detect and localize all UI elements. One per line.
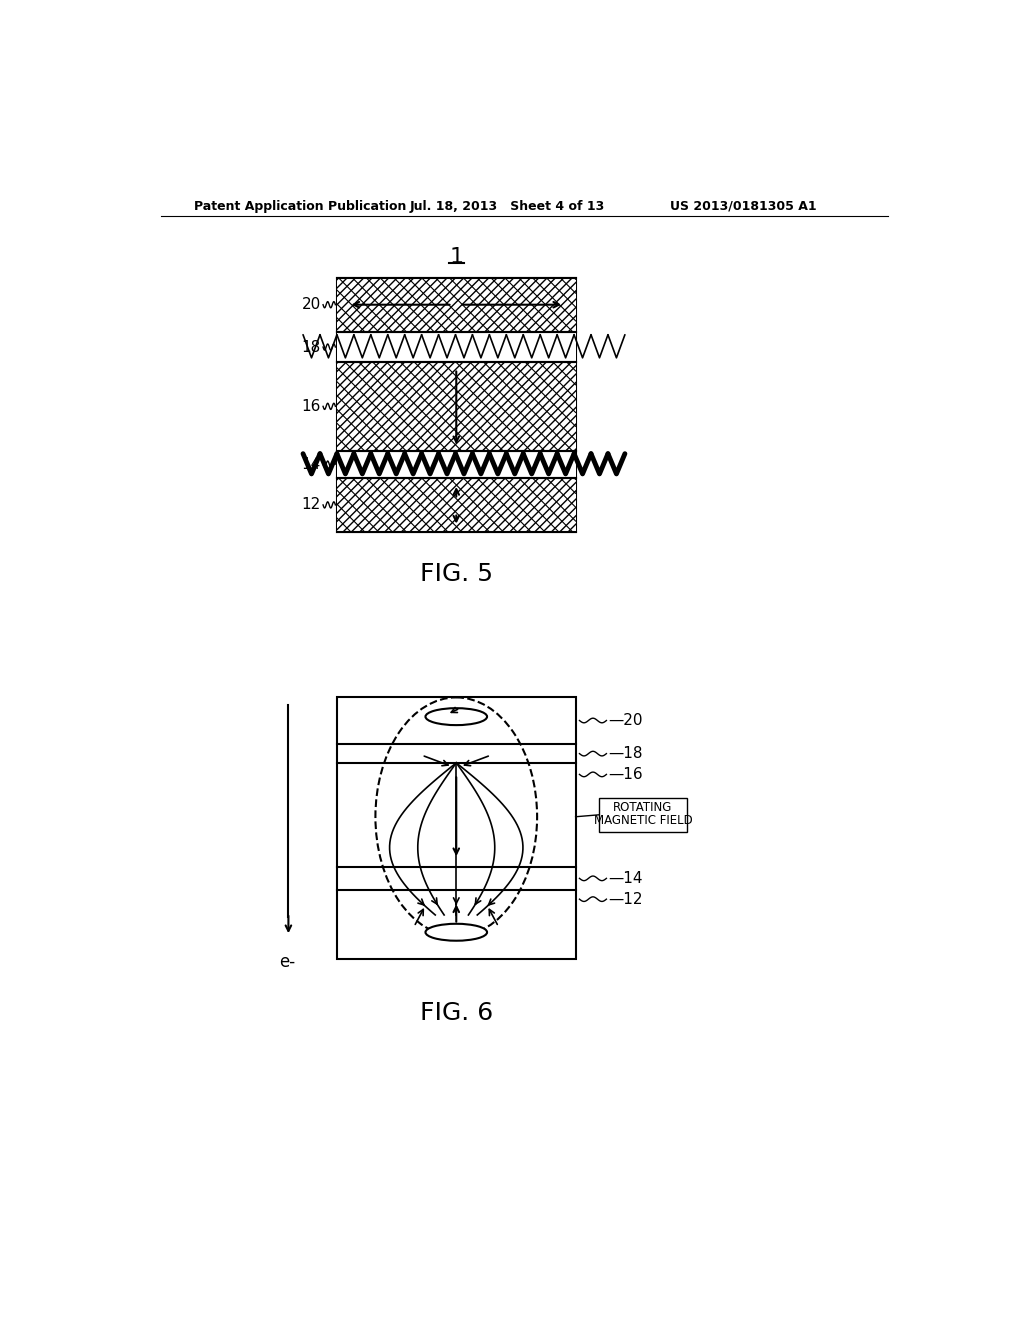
Text: FIG. 6: FIG. 6 bbox=[420, 1001, 493, 1026]
Bar bbox=[337, 451, 575, 478]
Text: MAGNETIC FIELD: MAGNETIC FIELD bbox=[594, 814, 692, 828]
Text: —14: —14 bbox=[608, 871, 643, 886]
Ellipse shape bbox=[425, 924, 487, 941]
Text: 14: 14 bbox=[301, 457, 321, 471]
Text: —20: —20 bbox=[608, 713, 643, 729]
Text: FIG. 5: FIG. 5 bbox=[420, 562, 493, 586]
Ellipse shape bbox=[425, 708, 487, 725]
Bar bbox=[337, 697, 575, 960]
Text: 18: 18 bbox=[301, 339, 321, 355]
Text: —16: —16 bbox=[608, 767, 643, 781]
Text: Patent Application Publication: Patent Application Publication bbox=[194, 199, 407, 213]
Text: 16: 16 bbox=[301, 399, 321, 414]
Text: —18: —18 bbox=[608, 746, 643, 762]
Bar bbox=[599, 797, 687, 832]
Bar bbox=[337, 277, 575, 532]
Text: e-: e- bbox=[279, 953, 295, 972]
Text: 1: 1 bbox=[450, 247, 463, 267]
Bar bbox=[337, 331, 575, 363]
Text: US 2013/0181305 A1: US 2013/0181305 A1 bbox=[670, 199, 816, 213]
Text: 20: 20 bbox=[301, 297, 321, 313]
Bar bbox=[337, 478, 575, 532]
Text: —12: —12 bbox=[608, 891, 643, 907]
Text: Jul. 18, 2013   Sheet 4 of 13: Jul. 18, 2013 Sheet 4 of 13 bbox=[410, 199, 604, 213]
Bar bbox=[337, 363, 575, 451]
Text: 12: 12 bbox=[301, 498, 321, 512]
Bar bbox=[337, 277, 575, 331]
Text: ROTATING: ROTATING bbox=[613, 801, 673, 814]
